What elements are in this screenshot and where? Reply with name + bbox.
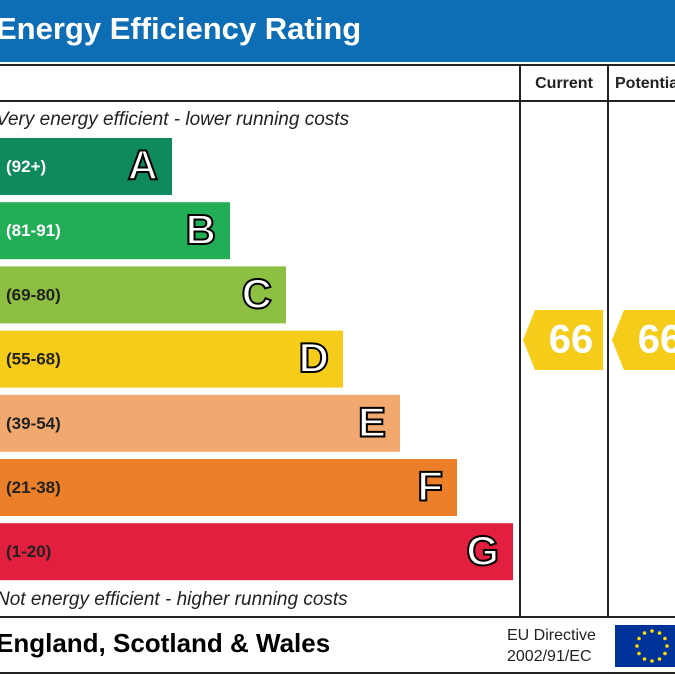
rating-value: 66 xyxy=(549,318,594,362)
eu-star xyxy=(642,631,647,635)
band-range: (21-38) xyxy=(6,478,61,497)
band-range: (1-20) xyxy=(6,542,51,561)
band-letter: A xyxy=(128,142,158,189)
band-bar xyxy=(0,330,343,388)
eu-star xyxy=(663,636,667,641)
band-bar xyxy=(0,523,513,581)
directive: 2002/91/EC xyxy=(507,648,592,665)
eu-star xyxy=(650,659,654,663)
rating-arrow xyxy=(523,310,603,370)
eu-star xyxy=(665,644,669,648)
eu-star xyxy=(663,651,667,656)
band-range: (81-91) xyxy=(6,221,61,240)
band-bar xyxy=(0,202,230,260)
title-bar xyxy=(0,0,675,62)
eu-star xyxy=(650,629,654,633)
eu-star xyxy=(657,631,662,635)
eu-star xyxy=(637,636,641,641)
column-header: Current xyxy=(535,75,593,92)
band-letter: E xyxy=(358,398,386,445)
eu-star xyxy=(642,657,647,661)
title: Energy Efficiency Rating xyxy=(0,11,361,46)
frame xyxy=(0,64,675,674)
band-bar xyxy=(0,459,457,516)
region: England, Scotland & Wales xyxy=(0,628,330,658)
band-letter: C xyxy=(242,270,272,317)
band-range: (92+) xyxy=(6,157,46,176)
rating-value: 66 xyxy=(638,318,675,362)
band-bar xyxy=(0,266,286,324)
eu-star xyxy=(635,644,639,648)
band-letter: D xyxy=(299,334,329,381)
band-bar xyxy=(0,394,400,452)
bottom-note: Not energy efficient - higher running co… xyxy=(0,589,348,610)
top-note: Very energy efficient - lower running co… xyxy=(0,109,350,130)
band-bar xyxy=(0,138,172,195)
band-letter: G xyxy=(466,527,499,574)
directive: EU Directive xyxy=(507,627,596,644)
column-header: Potential xyxy=(615,75,675,92)
band-range: (39-54) xyxy=(6,414,61,433)
eu-star xyxy=(637,651,641,656)
band-letter: F xyxy=(417,463,443,510)
band-letter: B xyxy=(186,206,216,253)
eu-star xyxy=(657,657,662,661)
eu-stars xyxy=(635,629,669,663)
band-range: (69-80) xyxy=(6,285,61,304)
rating-arrow xyxy=(612,310,675,370)
band-range: (55-68) xyxy=(6,350,61,369)
